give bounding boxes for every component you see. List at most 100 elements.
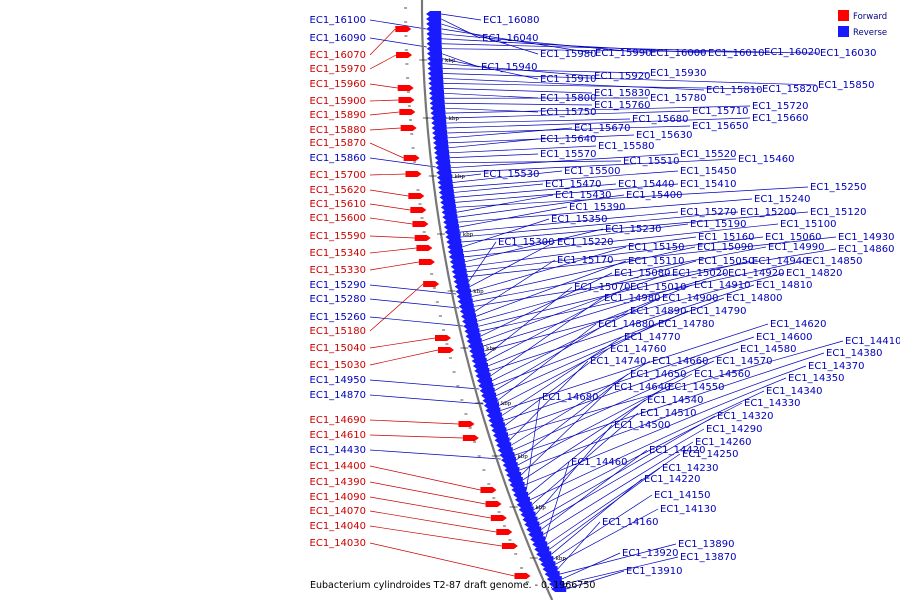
reverse-gene-label: EC1_14380 [826, 348, 882, 359]
reverse-gene-arrow [429, 90, 445, 97]
reverse-gene-label: EC1_15530 [483, 169, 539, 180]
reverse-gene-arrow [453, 278, 469, 285]
reverse-leader-line [481, 272, 671, 342]
reverse-gene-label: EC1_15110 [628, 256, 684, 267]
reverse-leader-line [503, 336, 755, 421]
reverse-gene-label: EC1_14250 [682, 449, 738, 460]
scale-tick-label: 1480 kbp [429, 58, 456, 64]
forward-leader-line [369, 142, 404, 159]
forward-gene-label: EC1_14070 [310, 506, 366, 517]
reverse-gene-arrow [496, 442, 512, 449]
reverse-leader-line [486, 286, 629, 362]
forward-leader-line [369, 217, 413, 225]
reverse-gene-label: EC1_15750 [540, 107, 596, 118]
reverse-gene-label: EC1_13920 [622, 548, 678, 559]
forward-gene-label: EC1_14390 [310, 477, 366, 488]
forward-gene-label: EC1_14400 [310, 461, 366, 472]
reverse-leader-line [537, 415, 716, 520]
reverse-gene-arrow [433, 139, 449, 146]
forward-gene-arrow [414, 235, 431, 241]
reverse-gene-arrow [463, 323, 479, 330]
reverse-leader-line [369, 379, 480, 390]
reverse-gene-arrow [544, 571, 560, 578]
reverse-leader-line [369, 284, 457, 295]
reverse-gene-label: EC1_14290 [706, 424, 762, 435]
forward-leader-line [369, 235, 415, 239]
reverse-gene-label: EC1_15050 [698, 256, 754, 267]
reverse-gene-label: EC1_14790 [690, 306, 746, 317]
reverse-leader-line [449, 153, 539, 159]
reverse-gene-label: EC1_14160 [602, 517, 658, 528]
forward-gene-label: EC1_14040 [310, 521, 366, 532]
forward-gene-label: EC1_15600 [310, 213, 366, 224]
forward-gene-label: EC1_14690 [310, 415, 366, 426]
forward-gene-arrow [490, 515, 507, 521]
reverse-leader-line [455, 183, 679, 203]
reverse-leader-line [441, 13, 482, 21]
reverse-gene-arrow [526, 526, 542, 533]
reverse-gene-label: EC1_14130 [660, 504, 716, 515]
reverse-leader-line [475, 260, 627, 317]
forward-gene-arrow [416, 245, 433, 251]
forward-leader-line [369, 173, 406, 176]
reverse-leader-line [442, 63, 593, 77]
map-caption: Eubacterium cylindroides T2-87 draft gen… [310, 580, 595, 591]
reverse-gene-label: EC1_15440 [618, 179, 674, 190]
reverse-gene-label: EC1_14680 [542, 392, 598, 403]
forward-gene-label: EC1_15610 [310, 199, 366, 210]
reverse-gene-label: EC1_15170 [557, 255, 613, 266]
reverse-gene-label: EC1_16020 [764, 47, 820, 58]
reverse-leader-line [480, 272, 613, 337]
forward-gene-label: EC1_15180 [310, 326, 366, 337]
reverse-gene-label: EC1_15250 [810, 182, 866, 193]
reverse-gene-arrow [437, 179, 453, 186]
reverse-gene-arrow [432, 134, 448, 141]
forward-leader-line [369, 127, 401, 131]
reverse-gene-label: EC1_15410 [680, 179, 736, 190]
reverse-leader-line [440, 18, 481, 39]
reverse-gene-arrow [528, 531, 544, 538]
reverse-gene-label: EC1_15350 [551, 214, 607, 225]
reverse-leader-line [445, 105, 751, 114]
reverse-gene-label: EC1_15680 [632, 114, 688, 125]
reverse-gene-arrow [436, 174, 452, 181]
reverse-gene-label: EC1_14340 [766, 386, 822, 397]
backbone-group [420, 0, 554, 600]
forward-leader-line [369, 54, 397, 70]
reverse-leader-line [445, 110, 691, 119]
forward-gene-label: EC1_15880 [310, 125, 366, 136]
reverse-leader-line [443, 88, 593, 94]
reverse-leader-line [531, 412, 639, 505]
reverse-gene-arrow [445, 234, 461, 241]
reverse-gene-arrow [546, 576, 562, 583]
reverse-gene-arrow [486, 412, 502, 419]
reverse-leader-line [473, 248, 837, 307]
reverse-gene-arrow [509, 481, 525, 488]
reverse-gene-label: EC1_14570 [716, 356, 772, 367]
forward-gene-label: EC1_16070 [310, 50, 366, 61]
reverse-leader-line [477, 260, 697, 322]
reverse-leader-line [449, 145, 597, 154]
reverse-gene-arrow [470, 353, 486, 360]
reverse-gene-label: EC1_14860 [838, 244, 894, 255]
reverse-leader-line [369, 157, 436, 168]
reverse-gene-label: EC1_16080 [483, 15, 539, 26]
reverse-gene-arrow [433, 144, 449, 151]
reverse-gene-label: EC1_15090 [697, 242, 753, 253]
reverse-gene-arrow [464, 328, 480, 335]
forward-leader-line [369, 434, 463, 439]
reverse-leader-line [464, 228, 604, 263]
reverse-leader-line [541, 449, 648, 530]
reverse-gene-arrow [439, 194, 455, 201]
reverse-gene-arrow [426, 30, 442, 37]
reverse-leader-line [484, 272, 785, 352]
reverse-gene-label: EC1_14800 [726, 293, 782, 304]
forward-gene-arrow [395, 26, 412, 32]
reverse-gene-label: EC1_15510 [623, 156, 679, 167]
reverse-leader-line [369, 316, 464, 327]
reverse-leader-line [563, 556, 679, 585]
gene-labels: EC1_16070 EC1_15970 EC1_15960 EC1_15900 EC1_… [310, 15, 900, 577]
reverse-gene-label: EC1_14780 [658, 319, 714, 330]
reverse-gene-arrow [488, 417, 504, 424]
